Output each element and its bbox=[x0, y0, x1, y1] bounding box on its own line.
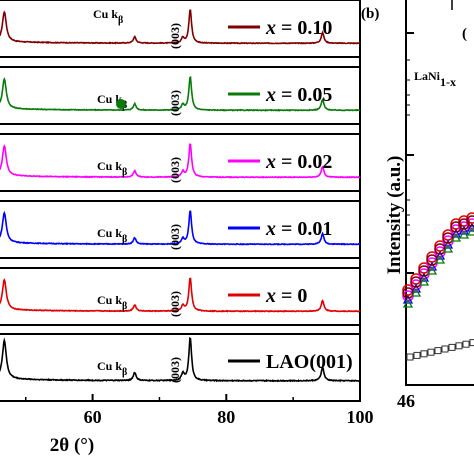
data-point bbox=[455, 342, 463, 350]
data-point bbox=[427, 348, 435, 356]
data-point bbox=[469, 339, 474, 347]
x-tick-label: 80 bbox=[217, 407, 235, 427]
data-point bbox=[418, 276, 430, 286]
data-point bbox=[450, 221, 462, 233]
cu-kbeta-annotation: Cu kβ bbox=[97, 159, 127, 178]
legend-value: = 0.01 bbox=[281, 218, 332, 240]
data-point bbox=[426, 261, 438, 271]
data-point-marker bbox=[116, 99, 126, 109]
x-tick-label: 100 bbox=[347, 407, 374, 427]
series-x-0: x = 0 Cu kβ (003) bbox=[0, 277, 361, 317]
cu-k-subscript: β bbox=[122, 367, 127, 378]
cu-kbeta-annotation: Cu kβ bbox=[97, 293, 127, 312]
cu-kbeta-annotation: Cu kβ bbox=[97, 226, 127, 245]
legend-label: LAO(001) bbox=[266, 351, 353, 373]
data-point bbox=[434, 254, 446, 264]
peak-003-annotation: (003) bbox=[168, 357, 182, 383]
xrd-pattern-line bbox=[0, 9, 361, 45]
data-point bbox=[448, 343, 456, 351]
data-point bbox=[458, 225, 470, 235]
legend-value: = 0.10 bbox=[281, 17, 332, 39]
legend-variable: x bbox=[265, 151, 281, 173]
data-point bbox=[442, 239, 454, 249]
formula-base: LaNi bbox=[414, 69, 441, 83]
data-point bbox=[402, 294, 414, 304]
xrd-pattern-line bbox=[0, 75, 361, 112]
y-axis-title: Intensity (a.u.) bbox=[384, 156, 405, 275]
xrd-pattern-line bbox=[0, 277, 361, 313]
series-x-0-02: x = 0.02 Cu kβ (003) bbox=[0, 143, 360, 183]
xrd-pattern-line bbox=[0, 336, 361, 383]
peak-003-annotation: (003) bbox=[168, 224, 182, 250]
cu-k-text: Cu k bbox=[97, 359, 122, 373]
cu-k-subscript: β bbox=[122, 301, 127, 312]
data-point bbox=[434, 250, 446, 260]
legend-label: x = 0.02 bbox=[265, 151, 332, 173]
peak-003-annotation: (003) bbox=[168, 90, 182, 116]
data-point bbox=[413, 351, 421, 359]
legend-label: x = 0.10 bbox=[265, 17, 332, 39]
data-point bbox=[450, 232, 462, 242]
legend-value: LAO(001) bbox=[266, 351, 353, 373]
legend-variable: x bbox=[265, 218, 281, 240]
x-axis-title: 2θ (°) bbox=[50, 435, 94, 456]
formula-subscript: 1-x bbox=[440, 75, 456, 89]
cu-kbeta-annotation: Cu kβ bbox=[93, 7, 123, 26]
legend-variable: x bbox=[265, 84, 281, 106]
data-point bbox=[434, 347, 442, 355]
peak-003-annotation: (003) bbox=[168, 291, 182, 317]
data-point bbox=[442, 243, 454, 253]
cu-k-subscript: β bbox=[122, 167, 127, 178]
data-point bbox=[466, 222, 474, 232]
peak-003-annotation: (003) bbox=[168, 157, 182, 183]
data-point bbox=[458, 229, 470, 239]
data-point bbox=[418, 272, 430, 282]
legend-value: = 0 bbox=[281, 285, 307, 307]
cu-k-text: Cu k bbox=[97, 226, 122, 240]
data-point bbox=[410, 283, 422, 293]
cu-k-subscript: β bbox=[118, 15, 123, 26]
cu-k-text: Cu k bbox=[97, 92, 122, 106]
cu-k-text: Cu k bbox=[93, 7, 118, 21]
cu-k-subscript: β bbox=[122, 234, 127, 245]
panel-b-intensity-plot: (b) ( LaNi1-x Intensity (a.u.) 46 bbox=[361, 0, 474, 411]
cu-k-text: Cu k bbox=[97, 159, 122, 173]
data-point bbox=[458, 218, 470, 230]
legend-label: x = 0 bbox=[265, 285, 307, 307]
panel-b-paren: ( bbox=[462, 26, 467, 42]
cu-kbeta-annotation: Cu kβ bbox=[97, 359, 127, 378]
data-point bbox=[441, 345, 449, 353]
xrd-pattern-line bbox=[0, 210, 361, 246]
cu-k-text: Cu k bbox=[97, 293, 122, 307]
data-point bbox=[426, 265, 438, 275]
series-x-0-10: x = 0.10 Cu kβ (003) bbox=[0, 7, 361, 49]
legend-variable: x bbox=[265, 17, 281, 39]
peak-003-annotation: (003) bbox=[168, 23, 182, 49]
legend-variable: x bbox=[265, 285, 281, 307]
formula-label: LaNi1-x bbox=[414, 69, 456, 89]
xrd-pattern-line bbox=[0, 143, 360, 179]
data-point bbox=[466, 215, 474, 227]
data-point bbox=[462, 340, 470, 348]
data-point bbox=[466, 226, 474, 236]
data-point bbox=[420, 350, 428, 358]
series-x-0-01: x = 0.01 Cu kβ (003) bbox=[0, 210, 361, 250]
panel-b-frame bbox=[405, 0, 474, 386]
x-tick-label: 46 bbox=[397, 391, 415, 411]
data-point bbox=[410, 287, 422, 297]
x-tick-label: 60 bbox=[84, 407, 102, 427]
data-point bbox=[406, 353, 414, 361]
series-lao-001-: LAO(001) Cu kβ (003) bbox=[0, 336, 361, 383]
panel-b-label: (b) bbox=[361, 6, 379, 22]
legend-value: = 0.05 bbox=[281, 84, 332, 106]
data-point bbox=[402, 298, 414, 308]
legend-value: = 0.02 bbox=[281, 151, 332, 173]
legend-label: x = 0.01 bbox=[265, 218, 332, 240]
data-point bbox=[450, 228, 462, 238]
legend-label: x = 0.05 bbox=[265, 84, 332, 106]
